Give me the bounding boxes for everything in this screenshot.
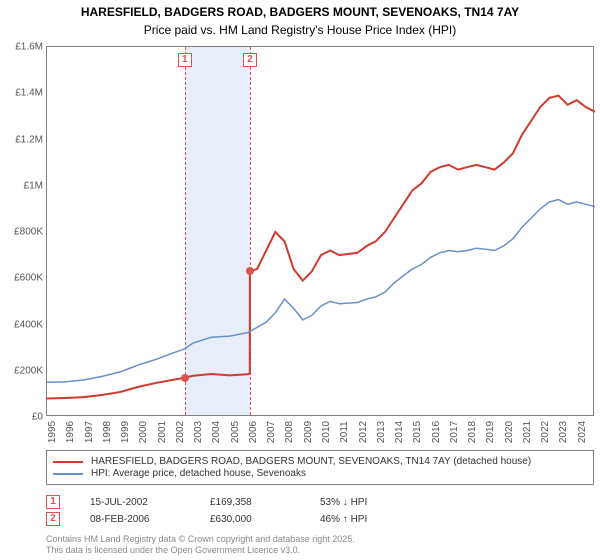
sale-date: 08-FEB-2006 — [90, 514, 180, 525]
legend-swatch — [53, 461, 83, 463]
x-tick-label: 2000 — [138, 421, 149, 443]
y-tick-label: £400K — [3, 319, 43, 330]
x-tick-label: 2017 — [449, 421, 460, 443]
y-tick-label: £1.4M — [3, 88, 43, 99]
footer-attribution: Contains HM Land Registry data © Crown c… — [46, 534, 355, 556]
legend-item: HARESFIELD, BADGERS ROAD, BADGERS MOUNT,… — [53, 456, 587, 467]
x-tick-label: 2007 — [266, 421, 277, 443]
x-tick-label: 2006 — [248, 421, 259, 443]
sale-delta: 53% ↓ HPI — [320, 497, 440, 508]
sales-list: 1 15-JUL-2002 £169,358 53% ↓ HPI 2 08-FEB-200… — [46, 492, 594, 529]
marker-dot — [181, 374, 189, 382]
footer-line2: This data is licensed under the Open Gov… — [46, 545, 355, 556]
x-tick-label: 2015 — [412, 421, 423, 443]
sale-delta: 46% ↑ HPI — [320, 514, 440, 525]
sale-date: 15-JUL-2002 — [90, 497, 180, 508]
x-tick-label: 2001 — [157, 421, 168, 443]
series-line — [47, 200, 595, 383]
y-tick-label: £800K — [3, 227, 43, 238]
legend-item: HPI: Average price, detached house, Seve… — [53, 468, 587, 479]
x-tick-label: 2003 — [193, 421, 204, 443]
legend-label: HPI: Average price, detached house, Seve… — [91, 468, 306, 479]
legend-swatch — [53, 473, 83, 475]
x-tick-label: 2023 — [558, 421, 569, 443]
series-line — [47, 96, 595, 399]
x-tick-label: 1998 — [102, 421, 113, 443]
x-tick-label: 2021 — [522, 421, 533, 443]
sale-row: 2 08-FEB-2006 £630,000 46% ↑ HPI — [46, 512, 594, 526]
x-tick-label: 1996 — [65, 421, 76, 443]
marker-dot — [246, 267, 254, 275]
x-tick-label: 1999 — [120, 421, 131, 443]
sale-marker: 2 — [46, 512, 60, 526]
footer-line1: Contains HM Land Registry data © Crown c… — [46, 534, 355, 545]
y-tick-label: £600K — [3, 273, 43, 284]
x-tick-label: 2013 — [376, 421, 387, 443]
legend-label: HARESFIELD, BADGERS ROAD, BADGERS MOUNT,… — [91, 456, 531, 467]
sale-row: 1 15-JUL-2002 £169,358 53% ↓ HPI — [46, 495, 594, 509]
y-tick-label: £1.6M — [3, 42, 43, 53]
chart-svg — [47, 47, 595, 417]
x-tick-label: 2020 — [504, 421, 515, 443]
legend-box: HARESFIELD, BADGERS ROAD, BADGERS MOUNT,… — [46, 450, 594, 485]
y-tick-label: £0 — [3, 412, 43, 423]
x-tick-label: 2010 — [321, 421, 332, 443]
y-tick-label: £200K — [3, 365, 43, 376]
x-tick-label: 2022 — [540, 421, 551, 443]
x-tick-label: 2002 — [175, 421, 186, 443]
x-tick-label: 1997 — [84, 421, 95, 443]
chart-plot-area: £0£200K£400K£600K£800K£1M£1.2M£1.4M£1.6M… — [46, 46, 594, 416]
x-tick-label: 2012 — [358, 421, 369, 443]
sale-price: £169,358 — [210, 497, 290, 508]
x-tick-label: 1995 — [47, 421, 58, 443]
title-line1: HARESFIELD, BADGERS ROAD, BADGERS MOUNT,… — [0, 0, 600, 23]
sale-price: £630,000 — [210, 514, 290, 525]
x-tick-label: 2004 — [211, 421, 222, 443]
x-tick-label: 2019 — [485, 421, 496, 443]
x-tick-label: 2018 — [467, 421, 478, 443]
x-tick-label: 2024 — [577, 421, 588, 443]
y-tick-label: £1.2M — [3, 134, 43, 145]
x-tick-label: 2016 — [431, 421, 442, 443]
x-tick-label: 2009 — [303, 421, 314, 443]
x-tick-label: 2014 — [394, 421, 405, 443]
sale-marker: 1 — [46, 495, 60, 509]
y-tick-label: £1M — [3, 180, 43, 191]
x-tick-label: 2008 — [284, 421, 295, 443]
title-line2: Price paid vs. HM Land Registry's House … — [0, 23, 600, 42]
x-tick-label: 2005 — [230, 421, 241, 443]
x-tick-label: 2011 — [339, 421, 350, 443]
